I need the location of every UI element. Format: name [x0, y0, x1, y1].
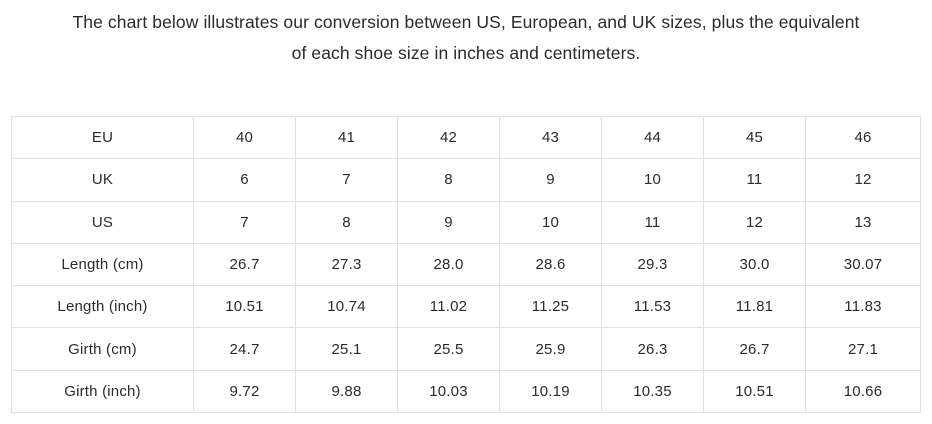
value-cell: 11	[601, 200, 704, 244]
table-row-us: US 7 8 9 10 11 12 13	[11, 200, 921, 244]
size-conversion-table: EU 40 41 42 43 44 45 46 UK 6 7 8 9 10 11…	[11, 115, 921, 414]
value-cell: 11.81	[703, 285, 806, 329]
value-cell: 9	[499, 158, 602, 202]
value-cell: 26.7	[703, 327, 806, 371]
value-cell: 13	[805, 200, 921, 244]
value-cell: 40	[193, 115, 296, 160]
value-cell: 12	[805, 158, 921, 202]
value-cell: 11.83	[805, 285, 921, 329]
value-cell: 11.25	[499, 285, 602, 329]
row-label-cell: US	[11, 200, 194, 244]
page-heading-line-1: The chart below illustrates our conversi…	[72, 12, 860, 32]
value-cell: 8	[295, 200, 398, 244]
value-cell: 11.53	[601, 285, 704, 329]
value-cell: 10.66	[805, 369, 921, 414]
row-label-cell: EU	[11, 115, 194, 160]
row-label-cell: Girth (cm)	[11, 327, 194, 371]
page-heading-line-2: of each shoe size in inches and centimet…	[291, 43, 641, 63]
table-row-uk: UK 6 7 8 9 10 11 12	[11, 158, 921, 202]
value-cell: 10.51	[703, 369, 806, 414]
row-label-cell: Length (cm)	[11, 242, 194, 287]
value-cell: 11	[703, 158, 806, 202]
value-cell: 9.72	[193, 369, 296, 414]
value-cell: 30.0	[703, 242, 806, 287]
value-cell: 10.74	[295, 285, 398, 329]
row-label-cell: Girth (inch)	[11, 369, 194, 414]
value-cell: 12	[703, 200, 806, 244]
value-cell: 7	[193, 200, 296, 244]
value-cell: 46	[805, 115, 921, 160]
value-cell: 9	[397, 200, 500, 244]
value-cell: 6	[193, 158, 296, 202]
page-heading: The chart below illustrates our conversi…	[0, 0, 932, 69]
value-cell: 10.51	[193, 285, 296, 329]
value-cell: 45	[703, 115, 806, 160]
table-row-length-inch: Length (inch) 10.51 10.74 11.02 11.25 11…	[11, 285, 921, 329]
value-cell: 10.35	[601, 369, 704, 414]
value-cell: 29.3	[601, 242, 704, 287]
value-cell: 41	[295, 115, 398, 160]
value-cell: 25.5	[397, 327, 500, 371]
value-cell: 43	[499, 115, 602, 160]
table-row-eu: EU 40 41 42 43 44 45 46	[11, 115, 921, 160]
row-label-cell: UK	[11, 158, 194, 202]
value-cell: 26.3	[601, 327, 704, 371]
value-cell: 24.7	[193, 327, 296, 371]
value-cell: 11.02	[397, 285, 500, 329]
value-cell: 25.1	[295, 327, 398, 371]
value-cell: 10	[499, 200, 602, 244]
value-cell: 25.9	[499, 327, 602, 371]
value-cell: 10.03	[397, 369, 500, 414]
table-row-length-cm: Length (cm) 26.7 27.3 28.0 28.6 29.3 30.…	[11, 242, 921, 287]
value-cell: 9.88	[295, 369, 398, 414]
row-label-cell: Length (inch)	[11, 285, 194, 329]
table-row-girth-cm: Girth (cm) 24.7 25.1 25.5 25.9 26.3 26.7…	[11, 327, 921, 371]
value-cell: 44	[601, 115, 704, 160]
value-cell: 28.0	[397, 242, 500, 287]
value-cell: 10.19	[499, 369, 602, 414]
value-cell: 27.1	[805, 327, 921, 371]
table-row-girth-inch: Girth (inch) 9.72 9.88 10.03 10.19 10.35…	[11, 369, 921, 414]
value-cell: 28.6	[499, 242, 602, 287]
value-cell: 26.7	[193, 242, 296, 287]
value-cell: 7	[295, 158, 398, 202]
value-cell: 30.07	[805, 242, 921, 287]
value-cell: 8	[397, 158, 500, 202]
value-cell: 42	[397, 115, 500, 160]
value-cell: 27.3	[295, 242, 398, 287]
value-cell: 10	[601, 158, 704, 202]
